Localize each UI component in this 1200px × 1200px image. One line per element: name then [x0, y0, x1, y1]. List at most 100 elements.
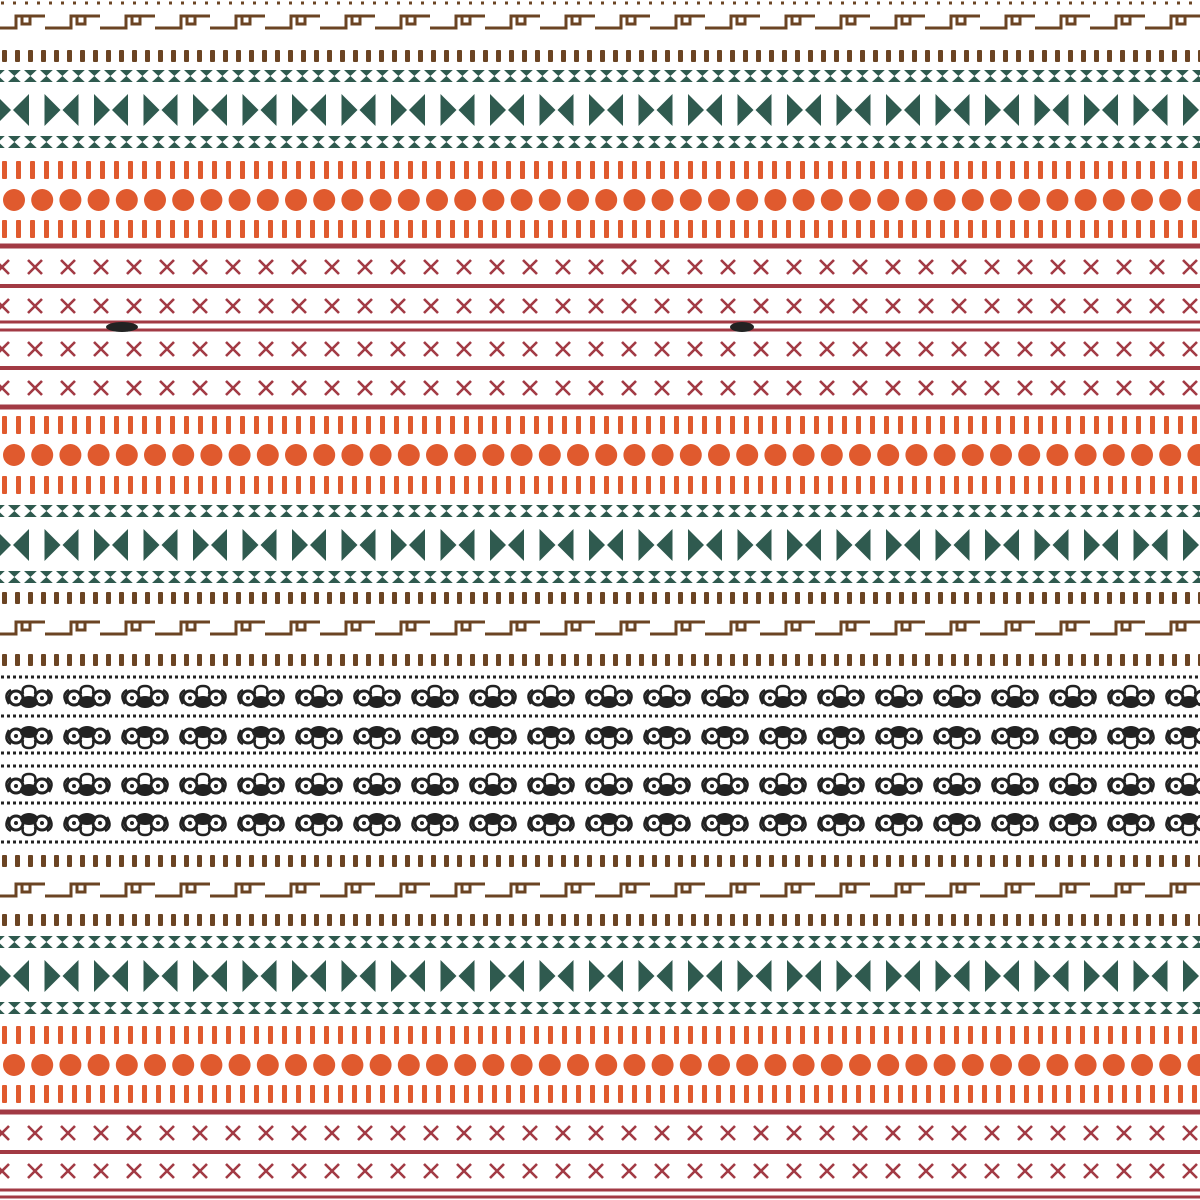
dash	[16, 1026, 21, 1044]
dot	[949, 840, 952, 844]
dash	[743, 654, 748, 666]
bowtie-right	[508, 960, 524, 992]
bowtie-right	[755, 960, 772, 992]
dash	[940, 476, 945, 494]
dash	[352, 161, 357, 179]
dot	[259, 714, 262, 718]
dot	[43, 675, 46, 679]
stripe	[0, 1188, 1200, 1192]
dash	[652, 914, 657, 926]
dot	[505, 801, 508, 805]
triangle	[56, 511, 69, 517]
dot	[433, 751, 436, 755]
dash	[562, 1085, 567, 1103]
triangle	[440, 577, 453, 583]
triangle	[360, 76, 373, 82]
dash	[184, 161, 189, 179]
dot	[439, 801, 442, 805]
dash	[800, 161, 805, 179]
dot	[1171, 764, 1174, 768]
circle	[849, 189, 871, 211]
triangle	[632, 942, 645, 948]
dot	[775, 764, 778, 768]
x-cross	[126, 1125, 142, 1141]
dot	[1129, 714, 1132, 718]
triangle	[1096, 1008, 1109, 1014]
x-cross	[456, 298, 472, 314]
triangle	[312, 511, 325, 517]
dash	[58, 416, 63, 434]
dot	[355, 675, 358, 679]
x-cross	[654, 259, 670, 275]
triangle	[1096, 505, 1109, 511]
dash	[744, 1026, 749, 1044]
dot	[1081, 764, 1084, 768]
circle	[3, 189, 25, 211]
scroll-motif	[63, 813, 111, 837]
dot	[787, 714, 790, 718]
dot	[349, 764, 352, 768]
dash	[821, 592, 826, 604]
dot	[649, 714, 652, 718]
triangle	[728, 1002, 741, 1008]
dot	[919, 840, 922, 844]
dot	[769, 840, 772, 844]
dot	[547, 801, 550, 805]
x-cross	[291, 341, 307, 357]
x-cross	[687, 298, 703, 314]
triangle	[376, 1008, 389, 1014]
dot	[1075, 675, 1078, 679]
dot	[889, 751, 892, 755]
dot	[1123, 714, 1126, 718]
triangle	[120, 936, 133, 942]
dot	[955, 764, 958, 768]
circle	[426, 1054, 448, 1076]
triangle	[952, 577, 965, 583]
dot	[781, 751, 784, 755]
circle	[679, 444, 702, 466]
dot	[1165, 675, 1168, 679]
x-cross	[324, 1163, 340, 1179]
dash	[1133, 654, 1138, 666]
dash	[856, 1085, 861, 1103]
triangle	[984, 936, 997, 942]
dash	[58, 1026, 63, 1044]
triangle	[104, 936, 117, 942]
dot	[817, 801, 820, 805]
dash	[198, 220, 203, 238]
circle	[454, 1054, 477, 1076]
dot	[1117, 1, 1120, 5]
dot	[421, 751, 424, 755]
triangle	[216, 142, 229, 148]
dash	[1055, 592, 1060, 604]
dash	[990, 50, 995, 62]
dash	[964, 855, 969, 867]
triangle	[312, 1008, 325, 1014]
dot	[301, 801, 304, 805]
triangle	[1064, 136, 1077, 142]
dash	[534, 161, 539, 179]
dash	[457, 592, 462, 604]
dash	[1010, 1026, 1015, 1044]
dash	[964, 50, 969, 62]
dash	[223, 50, 228, 62]
dot	[109, 675, 112, 679]
dot	[1189, 801, 1192, 805]
dot	[67, 751, 70, 755]
dash	[282, 220, 287, 238]
dot	[229, 840, 232, 844]
dash	[884, 416, 889, 434]
dash	[1024, 416, 1029, 434]
dot	[415, 801, 418, 805]
dash	[1107, 50, 1112, 62]
dash	[613, 592, 618, 604]
dot	[763, 764, 766, 768]
triangle	[120, 1002, 133, 1008]
dot	[961, 714, 964, 718]
triangle	[408, 511, 421, 517]
triangle	[552, 942, 565, 948]
dot	[589, 801, 592, 805]
triangle	[152, 142, 165, 148]
triangle	[552, 70, 565, 76]
dash	[800, 416, 805, 434]
